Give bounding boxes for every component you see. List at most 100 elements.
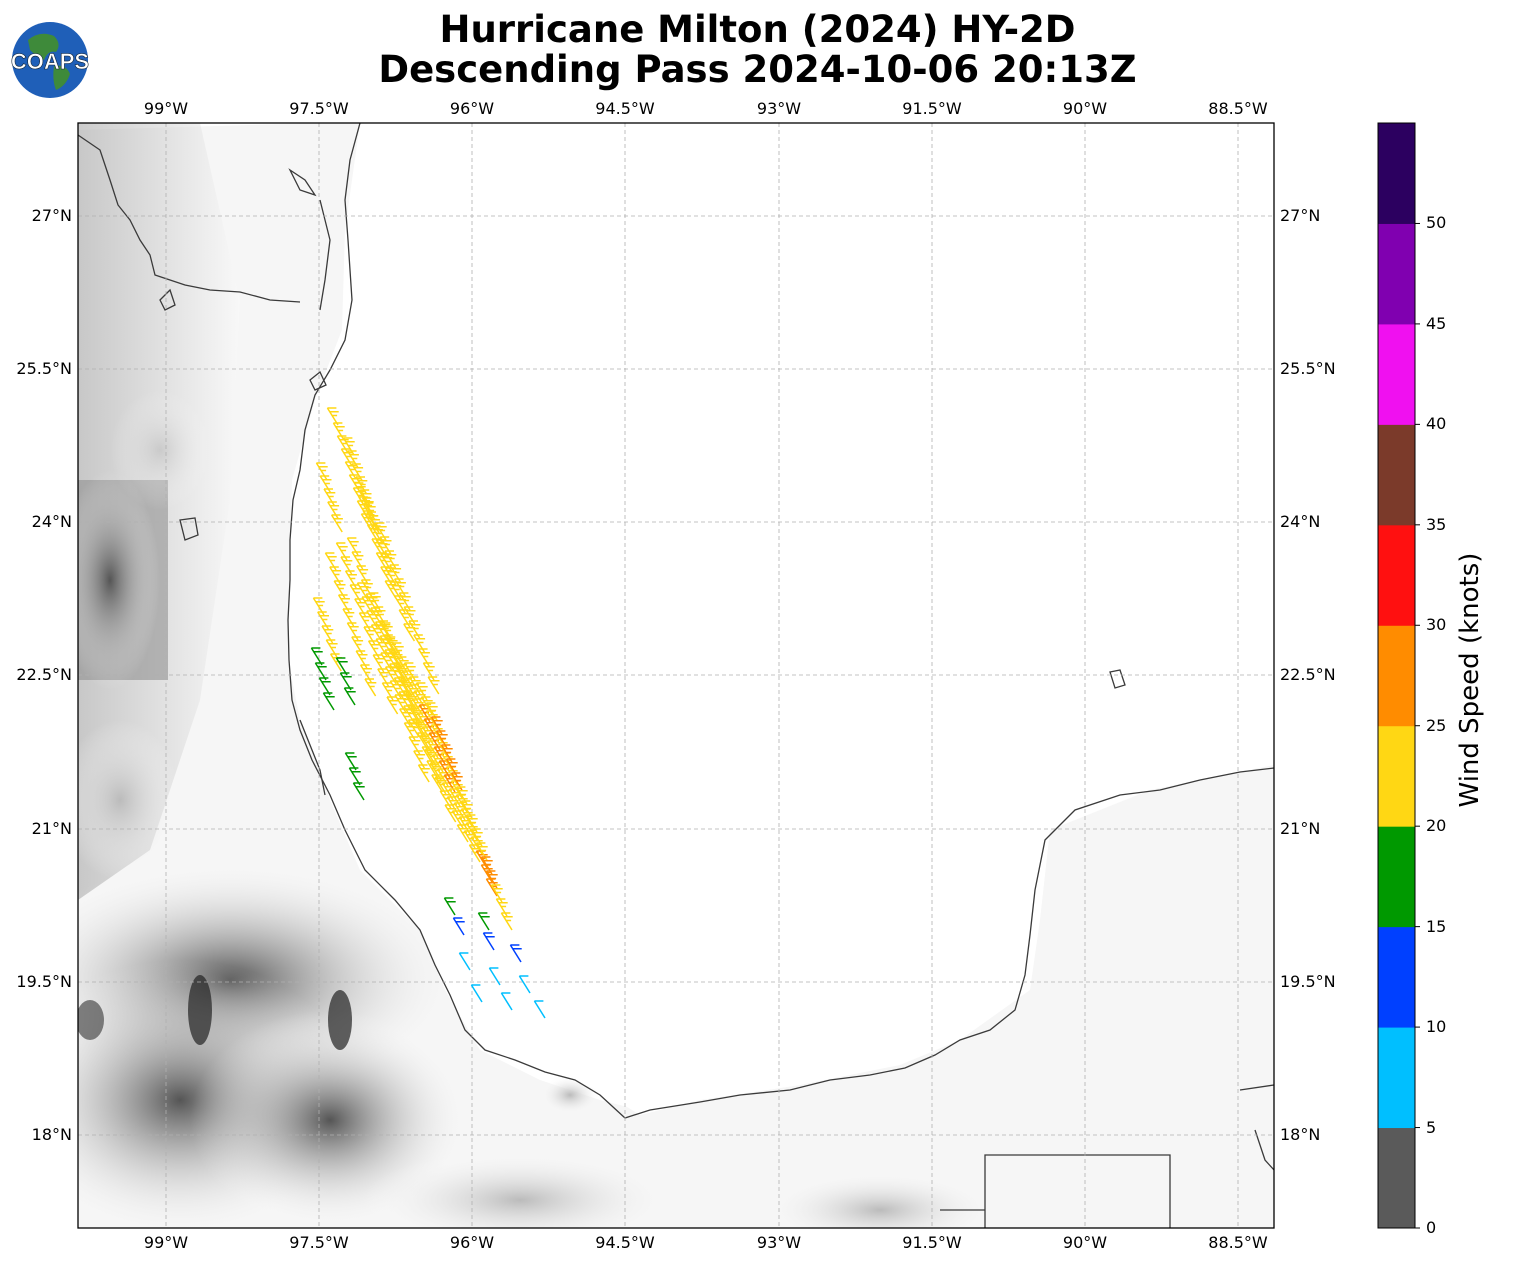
wind-barb: [413, 634, 426, 653]
wind-barb: [413, 690, 426, 709]
wind-barb: [416, 712, 429, 731]
map-frame: [77, 122, 1275, 1229]
wind-barb: [475, 842, 488, 861]
wind-barb: [317, 611, 329, 630]
wind-barb: [406, 684, 419, 703]
lat-tick-label: 22.5°N: [1280, 665, 1336, 684]
wind-barb: [403, 662, 416, 681]
lat-tick-label: 19.5°N: [1280, 972, 1336, 991]
wind-barb: [363, 626, 376, 645]
wind-barb: [315, 462, 328, 481]
lat-tick-label: 21°N: [1280, 819, 1321, 838]
lat-tick-label: 27°N: [31, 206, 72, 225]
colorbar-tick-label: 35: [1426, 514, 1447, 534]
wind-barb: [411, 698, 424, 717]
lon-tick-label: 93°W: [756, 1233, 802, 1252]
wind-barb: [417, 648, 430, 667]
wind-barb: [326, 407, 339, 426]
wind-barb: [361, 497, 374, 516]
colorbar: [1378, 123, 1420, 1229]
colorbar-segment: [1378, 926, 1415, 1028]
wind-barb: [366, 524, 379, 543]
wind-barb: [401, 670, 414, 689]
wind-barb: [441, 782, 454, 801]
wind-barb: [335, 542, 348, 561]
wind-barb: [314, 662, 327, 681]
wind-barb: [337, 594, 350, 613]
wind-barb: [393, 578, 406, 597]
wind-barb: [435, 730, 448, 749]
wind-barb: [321, 625, 334, 644]
wind-barb: [389, 581, 402, 600]
wind-barb: [430, 716, 443, 735]
colorbar-tick-label: 5: [1426, 1117, 1437, 1137]
wind-barb: [458, 816, 471, 835]
wind-barb: [351, 636, 364, 655]
wind-barb: [408, 736, 421, 755]
wind-barb: [408, 620, 421, 639]
wind-barb: [332, 422, 345, 441]
wind-barb: [417, 764, 430, 783]
wind-barb: [439, 790, 452, 809]
colorbar-tick-label: 25: [1426, 715, 1447, 735]
wind-barb: [470, 828, 483, 847]
wind-barb: [370, 525, 383, 544]
wind-barb: [352, 782, 365, 801]
wind-barb: [368, 592, 381, 611]
wind-barb: [351, 551, 364, 570]
colorbar-segment: [1378, 625, 1415, 727]
wind-barb: [384, 580, 397, 599]
wind-barb: [427, 676, 440, 695]
colorbar-segment: [1378, 223, 1415, 325]
wind-barb: [333, 580, 346, 599]
wind-barb: [450, 772, 463, 791]
wind-barb: [384, 666, 397, 685]
wind-barb: [335, 657, 348, 676]
wind-barb: [500, 912, 513, 931]
colorbar-segment: [1378, 1127, 1415, 1229]
wind-barb: [458, 952, 471, 971]
wind-barb: [325, 639, 338, 658]
colorbar-tick-label: 50: [1426, 213, 1447, 233]
wind-barb: [444, 804, 457, 823]
wind-barb: [366, 610, 379, 629]
wind-barb: [416, 732, 429, 751]
lon-tick-label: 88.5°W: [1208, 99, 1268, 118]
lon-tick-label: 99°W: [143, 1233, 189, 1252]
wind-barb: [518, 975, 531, 994]
wind-barb: [495, 898, 508, 917]
wind-barb: [440, 744, 453, 763]
wind-barb: [488, 967, 501, 986]
wind-barb: [419, 734, 432, 753]
wind-barb: [403, 722, 416, 741]
wind-barb: [359, 664, 372, 683]
lon-tick-label: 94.5°W: [595, 99, 655, 118]
gridlines: [78, 123, 1274, 1228]
colorbar-segment: [1378, 1027, 1415, 1129]
wind-barb: [395, 664, 408, 683]
wind-barb: [490, 884, 503, 903]
wind-barb: [415, 682, 428, 701]
wind-barb: [453, 802, 466, 821]
coastline: [78, 123, 1274, 1228]
wind-barb: [422, 662, 435, 681]
colorbar-tick-label: 20: [1426, 816, 1447, 836]
lon-tick-label: 97.5°W: [289, 1233, 349, 1252]
wind-barb: [403, 623, 416, 642]
wind-barb: [480, 856, 493, 875]
colorbar-label: Wind Speed (knots): [1455, 552, 1485, 808]
wind-barb: [362, 510, 375, 529]
wind-barb: [443, 897, 456, 916]
wind-barb: [342, 608, 355, 627]
lat-tick-label: 18°N: [31, 1125, 72, 1144]
colorbar-frame: [1377, 122, 1416, 1229]
lon-tick-label: 91.5°W: [902, 99, 962, 118]
wind-barb: [445, 758, 458, 777]
wind-barb: [421, 746, 434, 765]
wind-barb: [468, 844, 481, 863]
wind-barb: [380, 652, 393, 671]
wind-barb: [380, 566, 393, 585]
wind-barb: [455, 786, 468, 805]
wind-barb: [477, 912, 490, 931]
wind-barb: [424, 748, 437, 767]
